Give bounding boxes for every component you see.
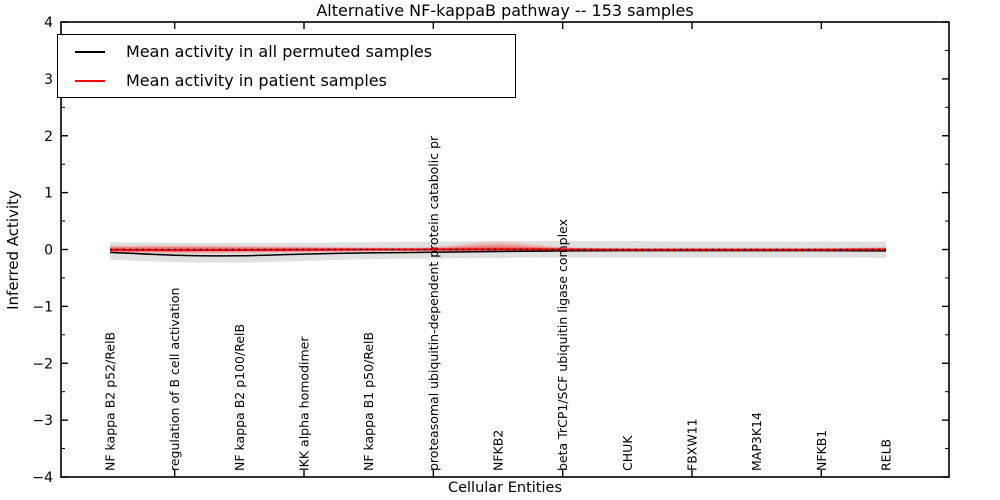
y-tick-label: 2	[44, 129, 53, 145]
legend: Mean activity in all permuted samples Me…	[57, 34, 516, 98]
x-category-label: NF kappa B1 p50/RelB	[361, 332, 376, 471]
legend-line-swatch-red	[75, 79, 105, 82]
x-category-label: RELB	[879, 439, 894, 471]
x-category-label: FBXW11	[685, 418, 700, 471]
y-tick-label: −4	[32, 470, 53, 486]
y-tick-label: −1	[32, 299, 53, 315]
legend-label-permuted: Mean activity in all permuted samples	[126, 42, 433, 61]
x-category-label: NF kappa B2 p52/RelB	[103, 332, 118, 471]
y-axis-label: Inferred Activity	[4, 190, 22, 310]
x-category-label: NFKB1	[814, 430, 829, 471]
x-category-label: regulation of B cell activation	[167, 288, 182, 471]
chart-title: Alternative NF-kappaB pathway -- 153 sam…	[316, 1, 694, 20]
legend-label-patient: Mean activity in patient samples	[126, 71, 387, 90]
y-tick-label: −2	[32, 356, 53, 372]
y-tick-label: 0	[44, 243, 53, 259]
legend-line-swatch-black	[75, 50, 105, 53]
x-category-label: NFKB2	[491, 430, 506, 471]
y-tick-label: 1	[44, 186, 53, 202]
x-category-label: MAP3K14	[749, 412, 764, 471]
x-category-label: IKK alpha homodimer	[297, 336, 312, 471]
y-tick-label: −3	[32, 413, 53, 429]
x-category-label: CHUK	[620, 435, 635, 471]
y-tick-label: 3	[44, 72, 53, 88]
y-tick-label: 4	[44, 15, 53, 31]
x-category-label: NF kappa B2 p100/RelB	[232, 324, 247, 471]
x-category-label: proteasomal ubiquitin-dependent protein …	[426, 135, 441, 471]
x-axis-label: Cellular Entities	[447, 480, 563, 496]
legend-item-permuted: Mean activity in all permuted samples	[72, 37, 515, 66]
x-category-label: beta TrCP1/SCF ubiquitin ligase complex	[555, 219, 570, 471]
legend-item-patient: Mean activity in patient samples	[72, 66, 515, 95]
